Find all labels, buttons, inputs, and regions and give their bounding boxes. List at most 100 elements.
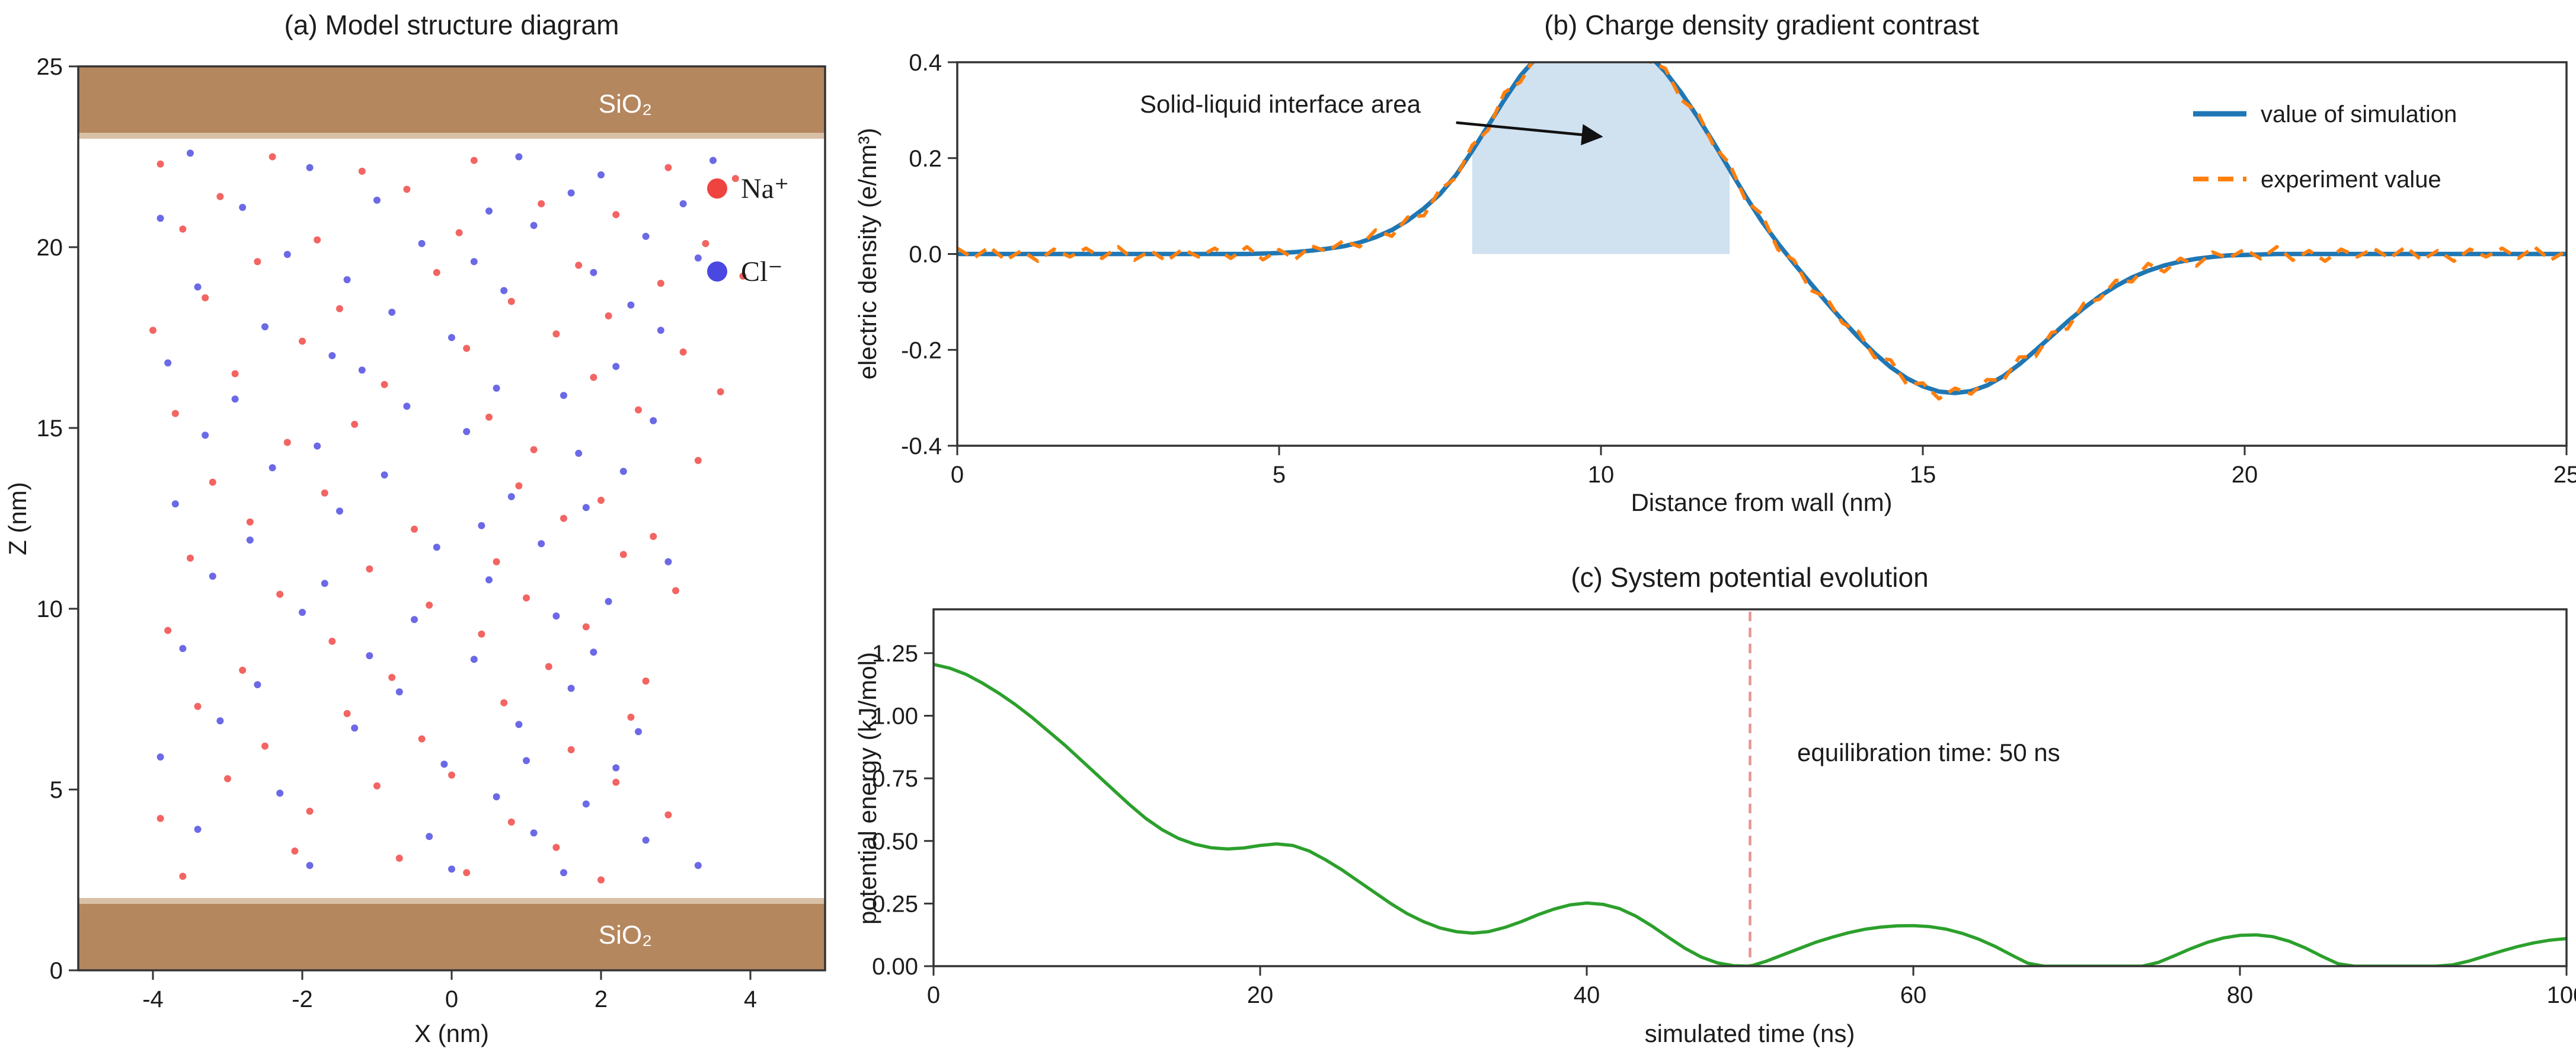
y-tick-label: 25	[37, 54, 63, 80]
y-tick-label: 0.4	[909, 50, 942, 76]
cl-ion-point	[657, 327, 664, 334]
na-ion-point	[507, 298, 515, 305]
na-ion-point	[478, 630, 485, 638]
cl-ion-point	[582, 504, 590, 512]
na-ion-point	[448, 771, 455, 779]
cl-ion-point	[187, 149, 194, 157]
y-tick-label: 5	[50, 777, 63, 803]
na-ion-point	[590, 373, 597, 381]
y-tick-label: -0.2	[901, 337, 942, 363]
cl-ion-point	[299, 609, 306, 616]
cl-ion-point	[314, 442, 321, 450]
na-ion-point	[426, 601, 433, 609]
sio2-slab	[78, 898, 825, 970]
sio2-slab	[78, 66, 825, 139]
cl-ion-point	[515, 721, 523, 728]
interface-annotation-text: Solid-liquid interface area	[1140, 90, 1421, 118]
na-ion-point	[299, 337, 306, 345]
cl-ion-point	[552, 612, 560, 620]
na-ion-point	[269, 153, 276, 161]
na-ion-point	[679, 348, 687, 356]
na-ion-point	[582, 623, 590, 631]
legend-experiment-label: experiment value	[2261, 167, 2441, 193]
cl-ion-point	[485, 576, 493, 584]
cl-ion-point	[321, 580, 328, 587]
na-ion-point	[187, 554, 194, 562]
legend-cl-label: Cl⁻	[741, 256, 783, 287]
na-ion-point	[470, 156, 478, 164]
panel-a-xlabel: X (nm)	[414, 1020, 489, 1047]
na-ion-point	[314, 236, 321, 244]
na-ion-point	[493, 558, 500, 565]
na-ion-point	[276, 590, 284, 598]
na-ion-point	[306, 807, 314, 815]
na-ion-point	[373, 782, 381, 790]
cl-ion-point	[500, 287, 508, 295]
na-ion-point	[500, 699, 508, 707]
na-ion-point	[164, 627, 172, 634]
na-ion-point	[619, 551, 627, 558]
cl-ion-point	[261, 323, 269, 331]
y-tick-label: 0	[50, 958, 63, 984]
cl-ion-point	[627, 301, 635, 309]
panel-c-title: (c) System potential evolution	[1571, 562, 1928, 593]
cl-ion-point	[485, 207, 493, 215]
cl-ion-point	[590, 269, 597, 276]
na-ion-point	[433, 269, 440, 276]
y-tick-label: 1.25	[872, 641, 918, 667]
na-ion-point	[664, 811, 672, 819]
cl-ion-point	[590, 648, 597, 656]
na-ion-point	[411, 525, 418, 533]
cl-ion-point	[694, 254, 702, 262]
potential-curve	[934, 663, 2567, 966]
cl-ion-point	[530, 222, 538, 229]
na-ion-point	[672, 587, 679, 595]
na-ion-point	[156, 160, 164, 168]
na-ion-point	[515, 482, 523, 490]
y-tick-label: 10	[37, 596, 63, 622]
cl-ion-point	[156, 753, 164, 761]
panel-b-clipped	[957, 62, 2567, 401]
na-ion-point	[403, 186, 411, 193]
na-ion-point	[328, 637, 336, 645]
cl-ion-point	[194, 283, 202, 291]
y-tick-label: 0.0	[909, 242, 942, 268]
na-ion-point	[530, 446, 538, 453]
na-ion-point	[642, 677, 650, 685]
na-ion-point	[179, 225, 187, 233]
cl-ion-point	[567, 189, 575, 197]
na-ion-point	[597, 876, 605, 884]
na-ion-point	[664, 164, 672, 171]
na-ion-point	[321, 489, 328, 497]
cl-ion-point	[448, 334, 455, 341]
na-ion-point	[224, 775, 231, 782]
panel-a-ylabel: Z (nm)	[4, 482, 31, 555]
na-ion-point	[246, 518, 254, 526]
cl-ion-point	[306, 164, 314, 171]
x-tick-label: 5	[1273, 462, 1286, 488]
x-tick-label: 60	[1900, 982, 1927, 1008]
na-ion-point	[627, 714, 635, 721]
na-ion-point	[560, 514, 567, 522]
na-ion-point	[552, 843, 560, 851]
cl-ion-point	[679, 200, 687, 207]
x-tick-label: 25	[2553, 462, 2576, 488]
cl-ion-point	[388, 308, 396, 316]
cl-ion-point	[276, 790, 284, 797]
na-ion-point	[291, 847, 299, 855]
cl-ion-point	[216, 717, 224, 725]
y-tick-label: 0.75	[872, 766, 918, 792]
interface-region	[1472, 62, 1730, 254]
annotation-arrow	[1456, 121, 1603, 146]
cl-ion-point	[440, 760, 448, 768]
na-ion-point	[395, 854, 403, 862]
cl-ion-point	[343, 276, 351, 283]
x-tick-label: 15	[1910, 462, 1936, 488]
na-ion-point	[612, 211, 620, 219]
na-ion-point	[381, 381, 388, 388]
cl-ion-point	[411, 616, 418, 624]
na-ion-point	[717, 388, 724, 395]
cl-ion-point	[597, 171, 605, 178]
cl-ion-point	[470, 258, 478, 266]
cl-ion-point	[373, 196, 381, 204]
